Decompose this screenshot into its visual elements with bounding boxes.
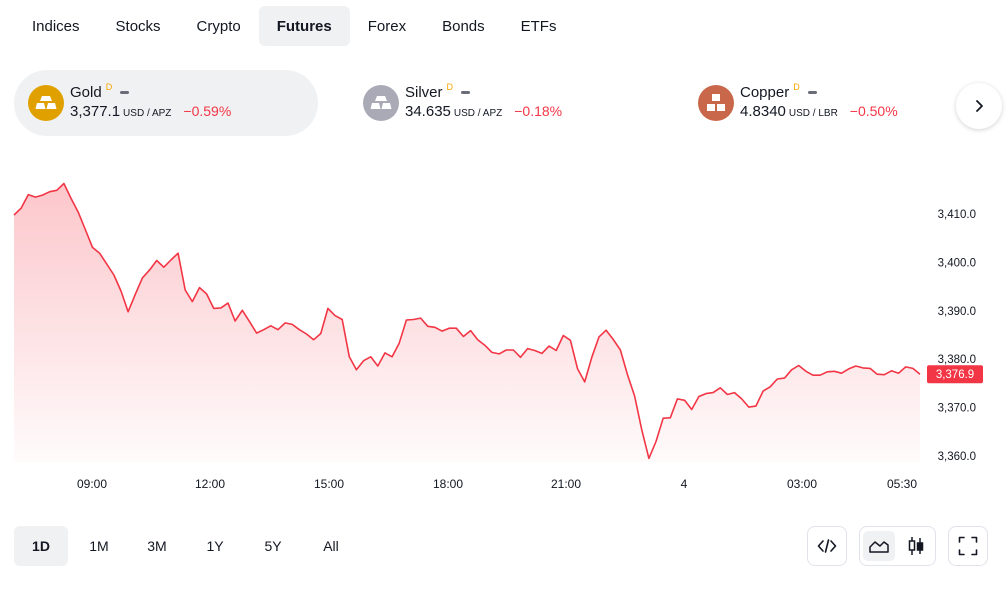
tab-indices[interactable]: Indices: [32, 17, 80, 35]
y-axis-tick-label: 3,390.0: [938, 306, 976, 318]
instrument-unit: USD / APZ: [123, 108, 172, 119]
y-axis-tick-label: 3,410.0: [938, 209, 976, 221]
next-instruments-button[interactable]: [956, 83, 1002, 129]
last-price-tag: [927, 365, 983, 384]
instrument-unit: USD / LBR: [788, 108, 838, 119]
tab-forex[interactable]: Forex: [367, 17, 407, 35]
range-all-button[interactable]: All: [323, 538, 339, 554]
instrument-name: Gold: [70, 83, 102, 101]
chart-tools: [0, 526, 1006, 566]
tab-bonds[interactable]: Bonds: [442, 17, 485, 35]
delayed-badge: D: [105, 82, 113, 92]
tab-stocks[interactable]: Stocks: [115, 17, 161, 35]
y-axis-tick-label: 3,400.0: [938, 257, 976, 269]
status-dash-icon: [120, 90, 130, 94]
instrument-unit: USD / APZ: [453, 108, 503, 119]
y-axis-tick-label: 3,370.0: [938, 403, 976, 415]
x-axis-tick-label: 15:00: [314, 477, 344, 491]
instrument-cards: Gold D 3,377.1 USD / APZ −0.59% Silver D…: [14, 70, 1004, 138]
x-axis-tick-label: 18:00: [433, 477, 463, 491]
instrument-card-copper[interactable]: Copper D 4.8340 USD / LBR −0.50%: [684, 70, 944, 136]
x-axis-tick-label: 4: [681, 477, 688, 491]
instrument-change: −0.18%: [514, 103, 563, 119]
silver-bars-icon: [363, 85, 399, 121]
x-axis-tick-label: 03:00: [787, 477, 817, 491]
fullscreen-button[interactable]: [948, 526, 988, 566]
price-area-fill: [14, 183, 920, 462]
range-1d-button[interactable]: 1D: [14, 526, 68, 566]
tab-crypto[interactable]: Crypto: [196, 17, 241, 35]
instrument-price: 3,377.1: [70, 103, 121, 120]
tab-etfs[interactable]: ETFs: [520, 17, 557, 35]
x-axis-tick-label: 21:00: [551, 477, 581, 491]
gold-bars-icon: [28, 85, 64, 121]
copper-blocks-icon: [698, 85, 734, 121]
y-axis-tick-label: 3,380.0: [938, 354, 976, 366]
instrument-change: −0.59%: [183, 103, 232, 119]
last-price-label: 3,376.9: [936, 369, 974, 381]
x-axis-tick-label: 05:30: [887, 477, 917, 491]
chevron-right-icon: [976, 100, 983, 112]
y-axis-tick-label: 3,360.0: [938, 451, 976, 463]
fullscreen-icon: [952, 531, 984, 561]
candles-icon: [908, 537, 924, 555]
range-5y-button[interactable]: 5Y: [264, 538, 282, 554]
instrument-price: 34.635: [405, 103, 451, 120]
range-1m-button[interactable]: 1M: [89, 538, 109, 554]
instrument-card-gold[interactable]: Gold D 3,377.1 USD / APZ −0.59%: [14, 70, 318, 136]
price-chart-svg: 3,410.0 3,400.0 3,390.0 3,380.0 3,370.0 3,360…: [13, 182, 983, 491]
area-chart-icon: [869, 541, 889, 553]
range-selector: 1D 1M 3M 1Y 5Y All: [14, 526, 362, 566]
delayed-badge: D: [793, 82, 800, 92]
range-3m-button[interactable]: 3M: [147, 538, 167, 554]
x-axis-tick-label: 12:00: [195, 477, 225, 491]
instrument-card-silver[interactable]: Silver D 34.635 USD / APZ −0.18%: [349, 70, 609, 136]
x-axis-tick-label: 09:00: [77, 477, 107, 491]
delayed-badge: D: [446, 82, 454, 92]
area-chart-button[interactable]: [863, 531, 895, 561]
price-chart[interactable]: 3,410.0 3,400.0 3,390.0 3,380.0 3,370.0 3,360…: [0, 150, 1006, 500]
embed-code-icon: [811, 531, 843, 561]
instrument-name: Copper: [740, 83, 790, 101]
range-1y-button[interactable]: 1Y: [206, 538, 224, 554]
instrument-change: −0.50%: [849, 103, 898, 119]
price-line-series: [13, 182, 921, 460]
status-dash-icon: [461, 90, 471, 94]
embed-button[interactable]: [807, 526, 847, 566]
instrument-price: 4.8340: [740, 103, 786, 120]
tab-futures[interactable]: Futures: [258, 6, 350, 46]
instrument-name: Silver: [405, 83, 443, 101]
candles-button[interactable]: [900, 531, 932, 561]
status-dash-icon: [807, 90, 817, 94]
market-tabs: Indices Stocks Crypto Futures Forex Bond…: [14, 6, 574, 46]
chart-style-switcher: [859, 526, 936, 566]
